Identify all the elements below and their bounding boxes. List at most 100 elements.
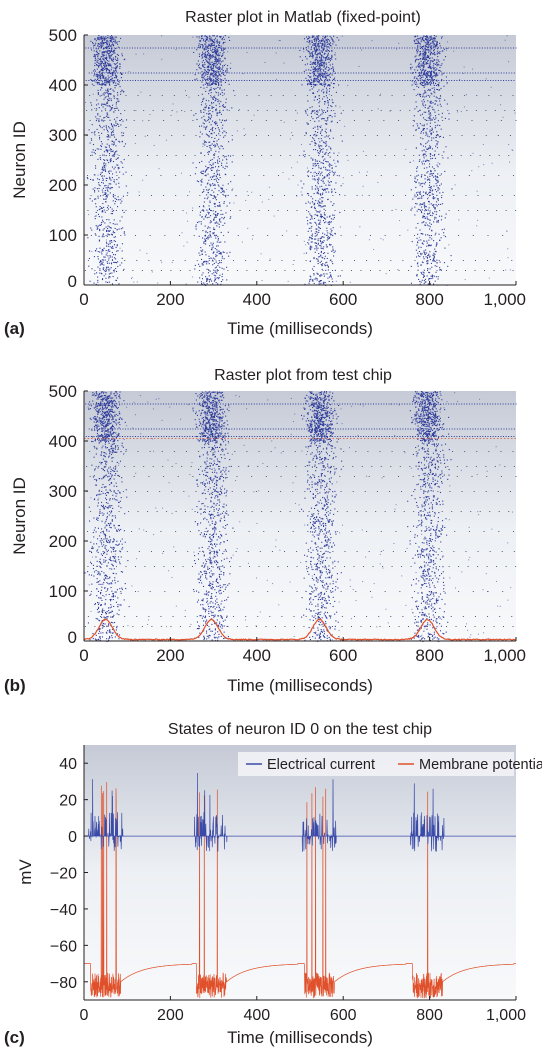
spike-dot xyxy=(439,135,442,138)
spike-dot xyxy=(361,110,363,111)
spike-dot xyxy=(315,57,317,59)
spike-dot xyxy=(293,270,295,271)
spike-dot xyxy=(104,81,106,84)
spike-dot xyxy=(435,176,437,178)
spike-dot xyxy=(107,75,109,77)
spike-dot xyxy=(116,97,118,100)
spike-dot xyxy=(417,75,419,77)
spike-dot xyxy=(108,105,110,107)
spike-dot xyxy=(98,82,100,84)
spike-dot xyxy=(330,218,332,220)
spike-dot xyxy=(227,183,229,185)
spike-dot xyxy=(233,90,235,92)
spike-dot xyxy=(101,119,103,121)
spike-dot xyxy=(110,54,112,56)
spike-dot xyxy=(421,72,423,74)
spike-dot xyxy=(205,58,207,60)
spike-dot xyxy=(422,58,424,60)
spike-dot xyxy=(427,120,429,121)
spike-dot xyxy=(112,200,114,202)
spike-dot xyxy=(97,65,100,67)
spike-dot xyxy=(426,46,428,48)
spike-dot xyxy=(206,209,208,211)
spike-dot xyxy=(318,178,320,180)
spike-dot xyxy=(316,38,318,40)
spike-dot xyxy=(432,155,434,156)
spike-dot xyxy=(216,71,218,73)
spike-dot xyxy=(211,68,213,70)
spike-dot xyxy=(326,273,328,275)
spike-dot xyxy=(411,66,413,68)
spike-dot xyxy=(315,164,318,166)
spike-dot xyxy=(325,169,327,171)
spike-dot xyxy=(420,71,422,73)
spike-dot xyxy=(115,66,117,68)
spike-dot xyxy=(311,225,313,228)
spike-dot xyxy=(105,36,107,38)
spike-dot xyxy=(231,107,233,109)
spike-dot xyxy=(113,40,115,42)
spike-dot xyxy=(320,40,322,43)
spike-dot xyxy=(423,79,425,81)
spike-dot xyxy=(418,127,420,129)
spike-dot xyxy=(424,91,426,93)
spike-dot xyxy=(107,225,109,227)
spike-dot xyxy=(422,57,424,59)
spike-dot xyxy=(318,202,320,204)
spike-dot xyxy=(319,74,321,76)
spike-dot xyxy=(98,239,101,241)
spike-dot xyxy=(314,42,316,45)
spike-dot xyxy=(326,49,328,51)
spike-dot xyxy=(105,68,108,70)
spike-dot xyxy=(325,57,327,59)
spike-dot xyxy=(96,118,98,120)
spike-dot xyxy=(315,63,317,65)
spike-dot xyxy=(219,41,221,43)
spike-dot xyxy=(423,56,426,58)
spike-dot xyxy=(323,189,325,192)
spike-dot xyxy=(222,193,224,196)
spike-dot xyxy=(328,223,330,225)
spike-dot xyxy=(218,250,220,252)
spike-dot xyxy=(331,230,333,232)
spike-dot xyxy=(429,35,431,38)
spike-dot xyxy=(94,60,96,62)
spike-dot xyxy=(322,88,324,90)
spike-dot xyxy=(335,91,337,93)
spike-dot xyxy=(304,154,306,156)
spike-dot xyxy=(431,78,433,80)
spike-dot xyxy=(148,120,150,121)
spike-dot xyxy=(426,36,428,38)
spike-dot xyxy=(117,123,119,125)
spike-dot xyxy=(111,155,113,157)
spike-dot xyxy=(93,55,95,58)
spike-dot xyxy=(417,93,419,95)
spike-dot xyxy=(390,260,392,261)
spike-dot xyxy=(401,210,403,211)
spike-dot xyxy=(425,56,427,58)
spike-dot xyxy=(329,64,331,66)
spike-dot xyxy=(216,214,218,217)
spike-dot xyxy=(328,67,330,69)
spike-dot xyxy=(106,177,108,180)
spike-dot xyxy=(224,74,226,77)
spike-dot xyxy=(321,216,324,218)
spike-dot xyxy=(107,160,109,162)
spike-dot xyxy=(434,72,436,74)
spike-dot xyxy=(318,155,320,156)
spike-dot xyxy=(215,98,217,100)
spike-dot xyxy=(108,57,110,59)
spike-dot xyxy=(428,184,431,186)
spike-dot xyxy=(424,48,426,50)
spike-dot xyxy=(376,135,378,136)
spike-dot xyxy=(208,66,210,68)
spike-dot xyxy=(420,57,422,60)
spike-dot xyxy=(118,182,120,184)
spike-dot xyxy=(208,106,210,109)
spike-dot xyxy=(431,70,433,72)
spike-dot xyxy=(109,272,111,274)
spike-dot xyxy=(111,104,114,106)
spike-dot xyxy=(326,43,328,45)
spike-dot xyxy=(106,102,108,105)
spike-dot xyxy=(329,184,331,186)
